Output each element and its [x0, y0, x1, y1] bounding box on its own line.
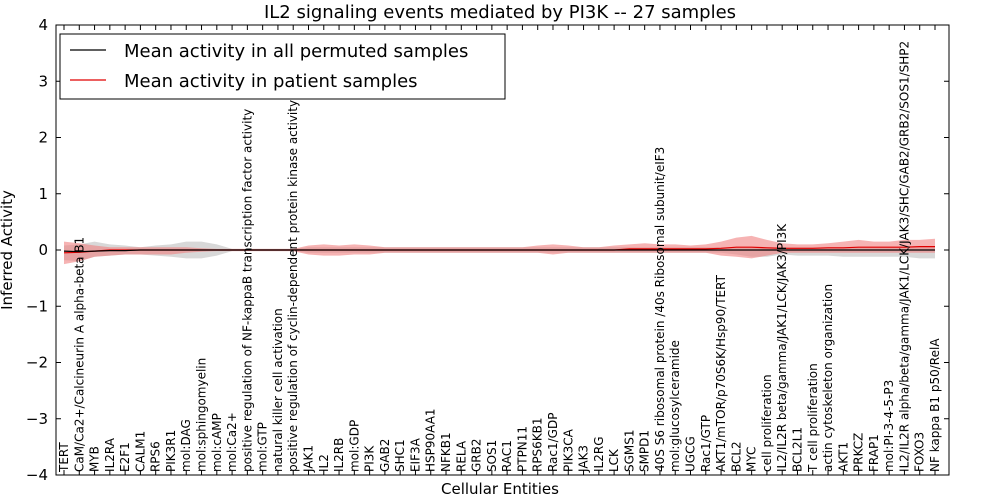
x-tick-label: mol:GTP — [256, 422, 270, 472]
x-tick-label: GAB2 — [378, 439, 392, 472]
x-tick-label: E2F1 — [118, 442, 132, 472]
y-tick-label: −3 — [26, 410, 48, 428]
x-tick-label: mol:DAG — [179, 419, 193, 472]
x-tick-label: NFKB1 — [439, 432, 453, 472]
x-tick-label: SHC1 — [393, 439, 407, 472]
y-tick-label: 4 — [38, 16, 48, 34]
y-tick-label: −1 — [26, 297, 48, 315]
chart-title: IL2 signaling events mediated by PI3K --… — [264, 2, 736, 23]
y-tick-label: 1 — [38, 185, 48, 203]
x-tick-label: IL2RB — [332, 438, 346, 472]
x-tick-label: CALM1 — [133, 431, 147, 472]
x-tick-label: RPS6 — [149, 441, 163, 472]
x-tick-label: JAK3 — [577, 445, 591, 473]
plot-frame — [55, 24, 950, 476]
legend-label-patient: Mean activity in patient samples — [124, 71, 418, 92]
x-tick-label: EIF3A — [409, 437, 423, 472]
series-lines — [63, 246, 935, 254]
x-tick-label: Rac1/GTP — [699, 415, 713, 472]
legend: Mean activity in all permuted samples Me… — [59, 33, 506, 100]
x-tick-label: AKT1/mTOR/p70S6K/Hsp90/TERT — [714, 274, 728, 472]
x-tick-label: natural killer cell activation — [271, 308, 285, 472]
x-tick-label: TERT — [57, 442, 71, 473]
x-tick-label: RELA — [454, 440, 468, 472]
x-tick-label: MYB — [88, 446, 102, 472]
x-tick-label: IL2/IL2R beta/gamma/JAK1/LCK/JAK3/PI3K — [775, 223, 789, 472]
x-tick-label: positive regulation of NF-kappaB transcr… — [240, 109, 254, 472]
x-tick-label: cell proliferation — [760, 374, 774, 472]
x-tick-label: IL2 — [317, 454, 331, 472]
y-axis-title: Inferred Activity — [0, 190, 16, 310]
legend-frame — [59, 33, 506, 100]
x-tick-label: mol:cAMP — [210, 413, 224, 472]
x-tick-label: T cell proliferation — [806, 363, 820, 473]
x-tick-label: RPS6KB1 — [531, 417, 545, 472]
y-tick-label: 0 — [38, 241, 48, 259]
x-tick-label: IL2RG — [592, 436, 606, 472]
y-tick-label: −2 — [26, 354, 48, 372]
x-tick-label: actin cytoskeleton organization — [821, 284, 835, 472]
x-tick-label: BCL2 — [729, 441, 743, 472]
legend-label-permuted: Mean activity in all permuted samples — [124, 41, 468, 62]
x-tick-label: LCK — [607, 448, 621, 472]
x-tick-label: FOXO3 — [913, 432, 927, 472]
x-tick-label: 40S S6 ribosomal protein /40s Ribosomal … — [653, 147, 667, 472]
x-tick-label: Rac1/GDP — [546, 413, 560, 472]
x-tick-label: PIK3CA — [561, 428, 575, 472]
x-tick-label: IL2RA — [103, 437, 117, 472]
x-tick-label: RAC1 — [500, 440, 514, 472]
x-tick-label: NF kappa B1 p50/RelA — [928, 338, 942, 472]
x-tick-label: GRB2 — [470, 439, 484, 473]
x-tick-label: AKT1 — [836, 442, 850, 472]
x-tick-label: PTPN11 — [515, 426, 529, 472]
x-tick-label: mol:GDP — [347, 420, 361, 472]
x-tick-label: PIK3R1 — [164, 430, 178, 472]
y-tick-label: 2 — [38, 129, 48, 147]
x-tick-label: PI3K — [363, 445, 377, 472]
x-tick-label: SMPD1 — [638, 430, 652, 472]
y-tick-label: −4 — [26, 466, 48, 484]
x-axis-ticks: TERT CaM/Ca2+/Calcineurin A alpha-beta B1… — [57, 25, 942, 475]
x-tick-label: SOS1 — [485, 440, 499, 472]
series-line-permuted — [63, 249, 935, 253]
x-tick-label: positive regulation of cyclin-dependent … — [286, 100, 300, 472]
x-tick-label: SGMS1 — [622, 429, 636, 472]
x-tick-label: MYC — [745, 447, 759, 472]
y-tick-label: 3 — [38, 72, 48, 90]
x-axis-title: Cellular Entities — [441, 480, 559, 498]
x-tick-label: mol:glucosylceramide — [668, 340, 682, 472]
x-tick-label: JAK1 — [302, 445, 316, 473]
x-tick-label: IL2/IL2R alpha/beta/gamma/JAK1/LCK/JAK3/… — [897, 41, 911, 472]
x-tick-label: CaM/Ca2+/Calcineurin A alpha-beta B1 — [72, 237, 86, 472]
x-tick-label: BCL2L1 — [791, 427, 805, 472]
x-tick-label: PRKCZ — [852, 433, 866, 472]
x-tick-label: mol:PI-3-4-5-P3 — [882, 380, 896, 472]
x-tick-label: HSP90AA1 — [424, 408, 438, 472]
x-tick-label: UGCG — [684, 436, 698, 472]
x-tick-label: mol:sphingomyelin — [195, 358, 209, 472]
x-tick-label: mol:Ca2+ — [225, 412, 239, 472]
y-axis-ticks: −4 −3 −2 −1 0 1 2 3 4 — [26, 16, 949, 484]
x-tick-label: FRAP1 — [867, 434, 881, 472]
